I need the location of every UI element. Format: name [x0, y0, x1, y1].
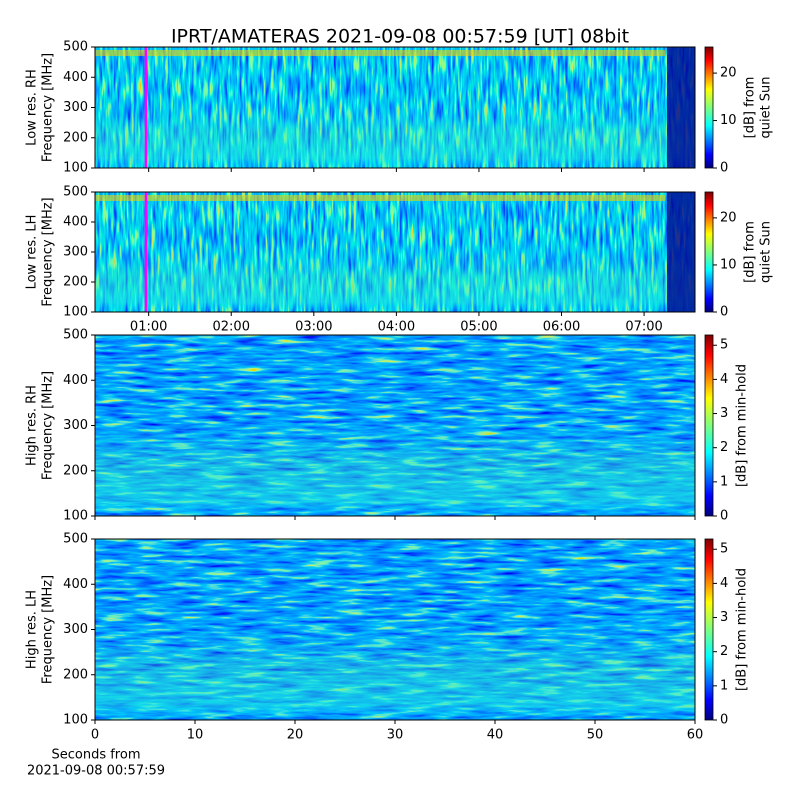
- colorbar-label: [dB] from min-hold: [735, 568, 750, 691]
- panel: Low res. LH Frequency [MHz]10020030040050…: [25, 185, 774, 335]
- y-tick-label: 400: [63, 70, 88, 85]
- colorbar-tick-label: 5: [720, 338, 728, 353]
- x-tick-label: 02:00: [213, 320, 250, 335]
- colorbar-tick-label: 0: [720, 713, 728, 728]
- y-axis-label: High res. RH: [25, 385, 40, 466]
- x-tick-label: 20: [287, 728, 304, 743]
- y-tick-label: 300: [63, 418, 88, 433]
- colorbar: [704, 191, 714, 313]
- emission-band: [95, 539, 695, 720]
- x-tick-label: 50: [587, 728, 604, 743]
- y-axis-label: Frequency [MHz]: [41, 197, 56, 306]
- y-tick-label: 200: [63, 463, 88, 478]
- colorbar-tick-label: 4: [720, 576, 728, 591]
- x-axis-label: 2021-09-08 00:57:59: [27, 764, 165, 779]
- y-tick-label: 300: [63, 245, 88, 260]
- x-tick-label: 40: [487, 728, 504, 743]
- colorbar-tick-label: 2: [720, 440, 728, 455]
- y-tick-label: 100: [63, 713, 88, 728]
- colorbar: [704, 334, 714, 517]
- top-band: [95, 50, 665, 56]
- y-tick-label: 500: [63, 185, 88, 200]
- y-tick-label: 100: [63, 161, 88, 176]
- chart-title: IPRT/AMATERAS 2021-09-08 00:57:59 [UT] 0…: [171, 26, 629, 48]
- x-tick-label: 06:00: [543, 320, 580, 335]
- colorbar: [704, 538, 714, 721]
- x-tick-label: 0: [91, 728, 99, 743]
- colorbar-tick-label: 3: [720, 406, 728, 421]
- y-axis-label: Low res. LH: [25, 215, 40, 290]
- y-axis-label: Frequency [MHz]: [41, 53, 56, 162]
- top-band: [95, 195, 665, 201]
- y-axis-label: Frequency [MHz]: [41, 575, 56, 684]
- colorbar-tick-label: 3: [720, 610, 728, 625]
- y-tick-label: 200: [63, 275, 88, 290]
- y-tick-label: 300: [63, 622, 88, 637]
- y-tick-label: 400: [63, 577, 88, 592]
- colorbar-tick-label: 2: [720, 644, 728, 659]
- colorbar-tick-label: 0: [720, 509, 728, 524]
- colorbar-tick-label: 5: [720, 542, 728, 557]
- colorbar-tick-label: 0: [720, 161, 728, 176]
- colorbar-label: [dB] from: [743, 221, 758, 283]
- y-tick-label: 100: [63, 305, 88, 320]
- panel: Low res. RH Frequency [MHz]10020030040050…: [25, 40, 774, 176]
- x-tick-label: 30: [387, 728, 404, 743]
- colorbar-tick-label: 20: [720, 66, 737, 81]
- y-tick-label: 400: [63, 373, 88, 388]
- dark-end: [667, 192, 695, 312]
- y-tick-label: 500: [63, 532, 88, 547]
- emission-band: [95, 192, 695, 312]
- x-axis-label: Seconds from: [51, 748, 140, 763]
- colorbar-label: quiet Sun: [759, 76, 774, 138]
- y-tick-label: 200: [63, 130, 88, 145]
- colorbar-tick-label: 1: [720, 474, 728, 489]
- x-tick-label: 10: [187, 728, 204, 743]
- colorbar-tick-label: 20: [720, 210, 737, 225]
- colorbar-tick-label: 1: [720, 678, 728, 693]
- colorbar-label: [dB] from: [743, 77, 758, 139]
- colorbar: [704, 46, 714, 169]
- colorbar-tick-label: 10: [720, 257, 737, 272]
- x-tick-label: 01:00: [130, 320, 167, 335]
- colorbar-label: [dB] from min-hold: [735, 364, 750, 487]
- y-tick-label: 400: [63, 215, 88, 230]
- x-tick-label: 05:00: [460, 320, 497, 335]
- y-axis-label: Frequency [MHz]: [41, 371, 56, 480]
- colorbar-tick-label: 0: [720, 305, 728, 320]
- x-tick-label: 07:00: [625, 320, 662, 335]
- panel: High res. RH Frequency [MHz] 100 200 300 400 5…: [25, 328, 750, 524]
- emission-band: [95, 335, 695, 516]
- x-tick-label: 60: [687, 728, 704, 743]
- panel: High res. LH Frequency [MHz]1002003004005…: [25, 532, 750, 779]
- x-tick-label: 04:00: [378, 320, 415, 335]
- y-tick-label: 500: [63, 328, 88, 343]
- y-tick-label: 200: [63, 667, 88, 682]
- x-tick-label: 03:00: [295, 320, 332, 335]
- colorbar-tick-label: 4: [720, 372, 728, 387]
- colorbar-label: quiet Sun: [759, 221, 774, 283]
- y-tick-label: 500: [63, 40, 88, 55]
- y-axis-label: Low res. RH: [25, 69, 40, 146]
- y-tick-label: 100: [63, 509, 88, 524]
- emission-band: [95, 47, 695, 168]
- y-tick-label: 300: [63, 100, 88, 115]
- y-axis-label: High res. LH: [25, 590, 40, 669]
- dark-end: [667, 47, 695, 168]
- colorbar-tick-label: 10: [720, 113, 737, 128]
